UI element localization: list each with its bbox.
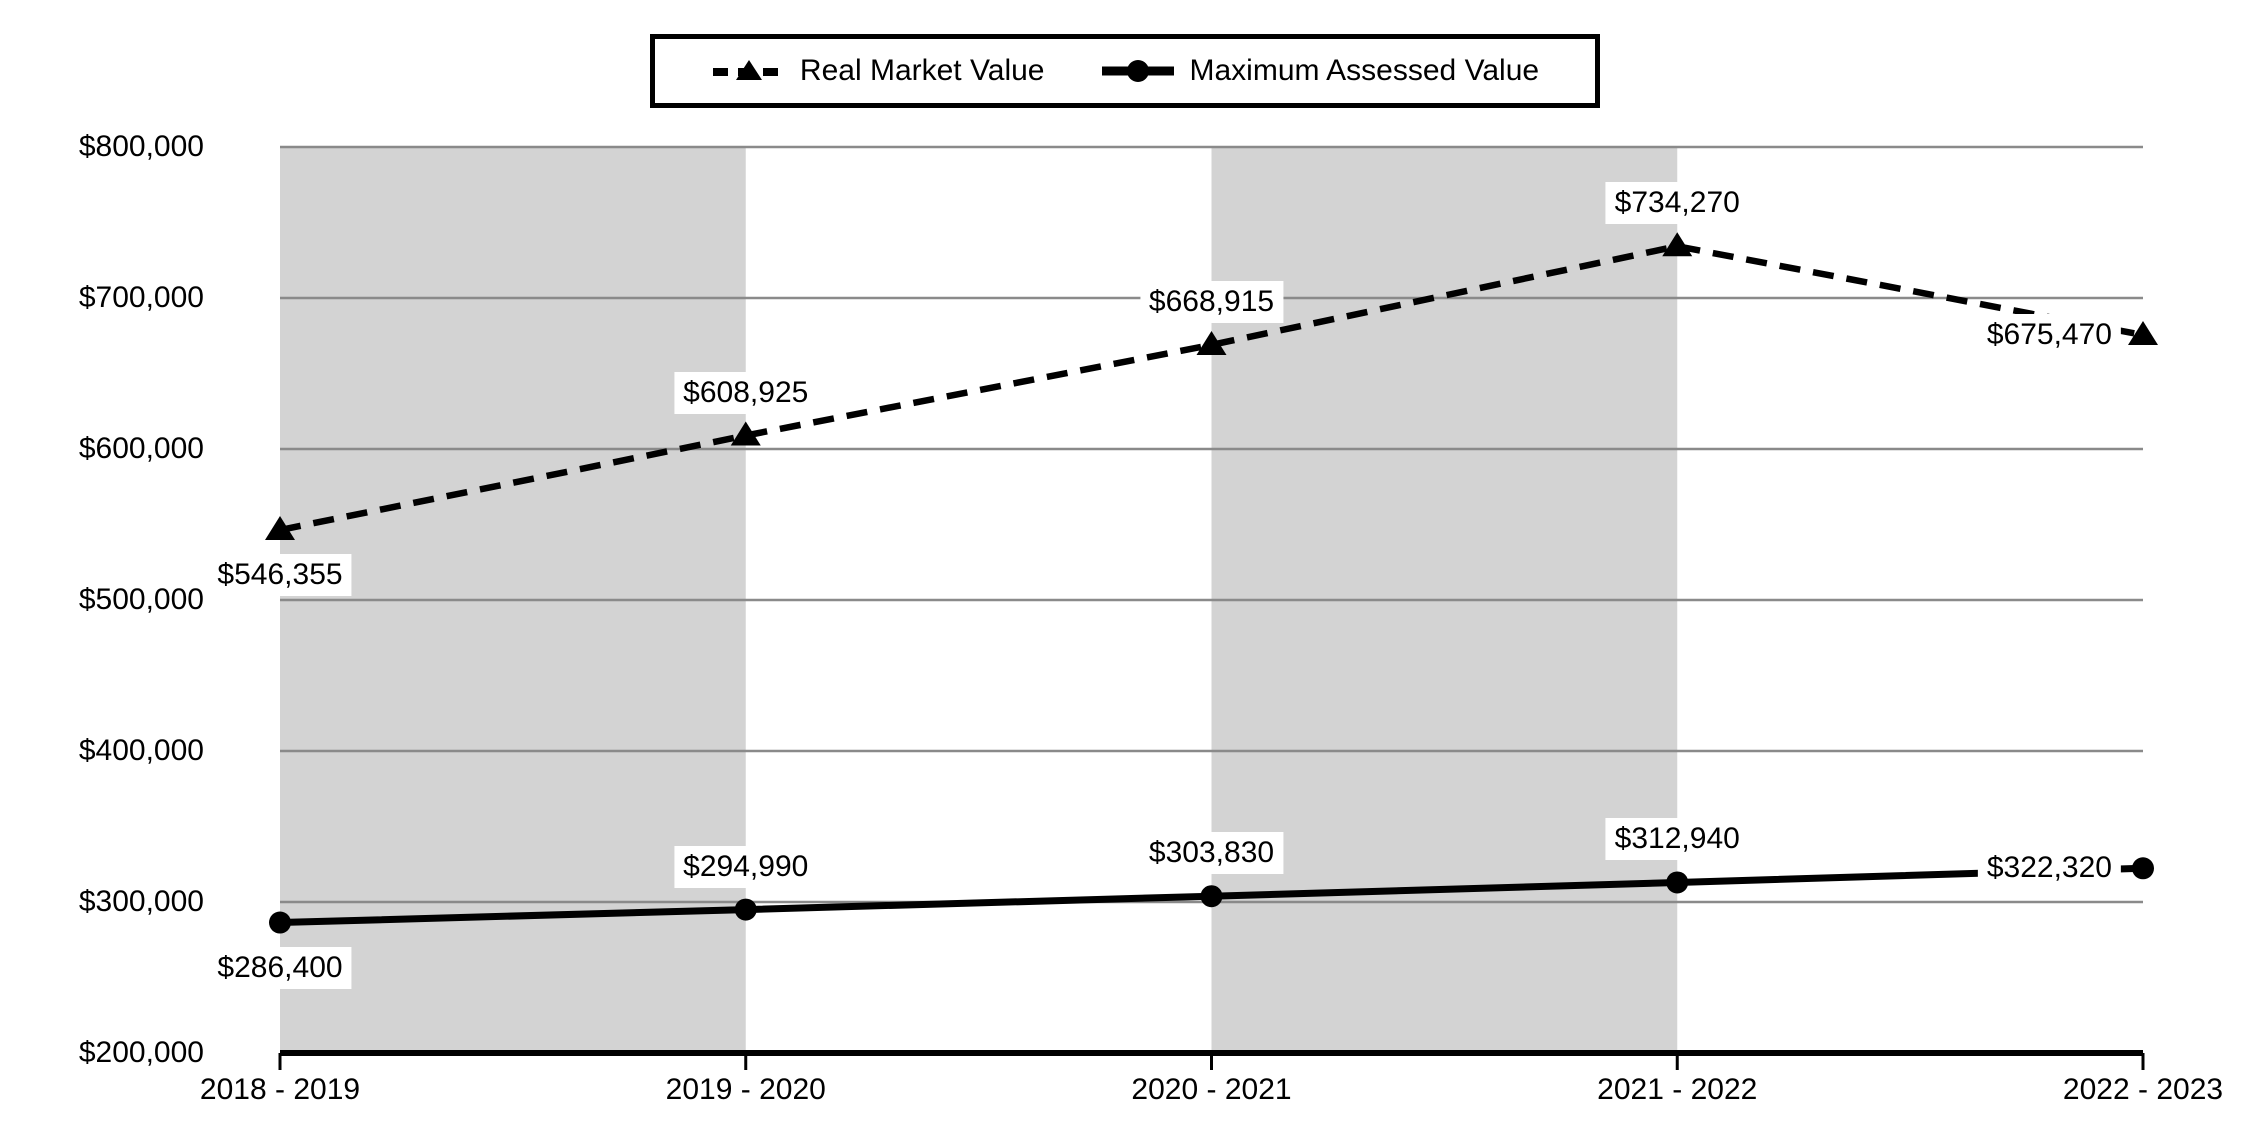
triangle-marker bbox=[1196, 330, 1227, 355]
solid-circle-line-icon bbox=[1102, 60, 1175, 82]
triangle-marker bbox=[1662, 232, 1693, 257]
circle-marker bbox=[1200, 885, 1223, 908]
dashed-triangle-line-icon bbox=[712, 60, 785, 80]
chart-legend: Real Market Value Maximum Assessed Value bbox=[650, 34, 1600, 108]
real-market-value-line bbox=[279, 242, 2144, 534]
triangle-marker bbox=[2128, 321, 2158, 346]
legend-label-real-market-value: Real Market Value bbox=[799, 54, 1045, 87]
triangle-marker bbox=[265, 516, 295, 541]
legend-label-maximum-assessed-value: Maximum Assessed Value bbox=[1189, 54, 1540, 87]
circle-marker bbox=[1666, 871, 1689, 894]
circle-marker bbox=[2132, 857, 2154, 880]
triangle-marker bbox=[730, 421, 761, 446]
circle-marker bbox=[734, 898, 757, 921]
legend-item-maximum-assessed-value: Maximum Assessed Value bbox=[1100, 56, 1539, 86]
circle-marker bbox=[269, 911, 291, 934]
legend-item-real-market-value: Real Market Value bbox=[711, 54, 1045, 87]
